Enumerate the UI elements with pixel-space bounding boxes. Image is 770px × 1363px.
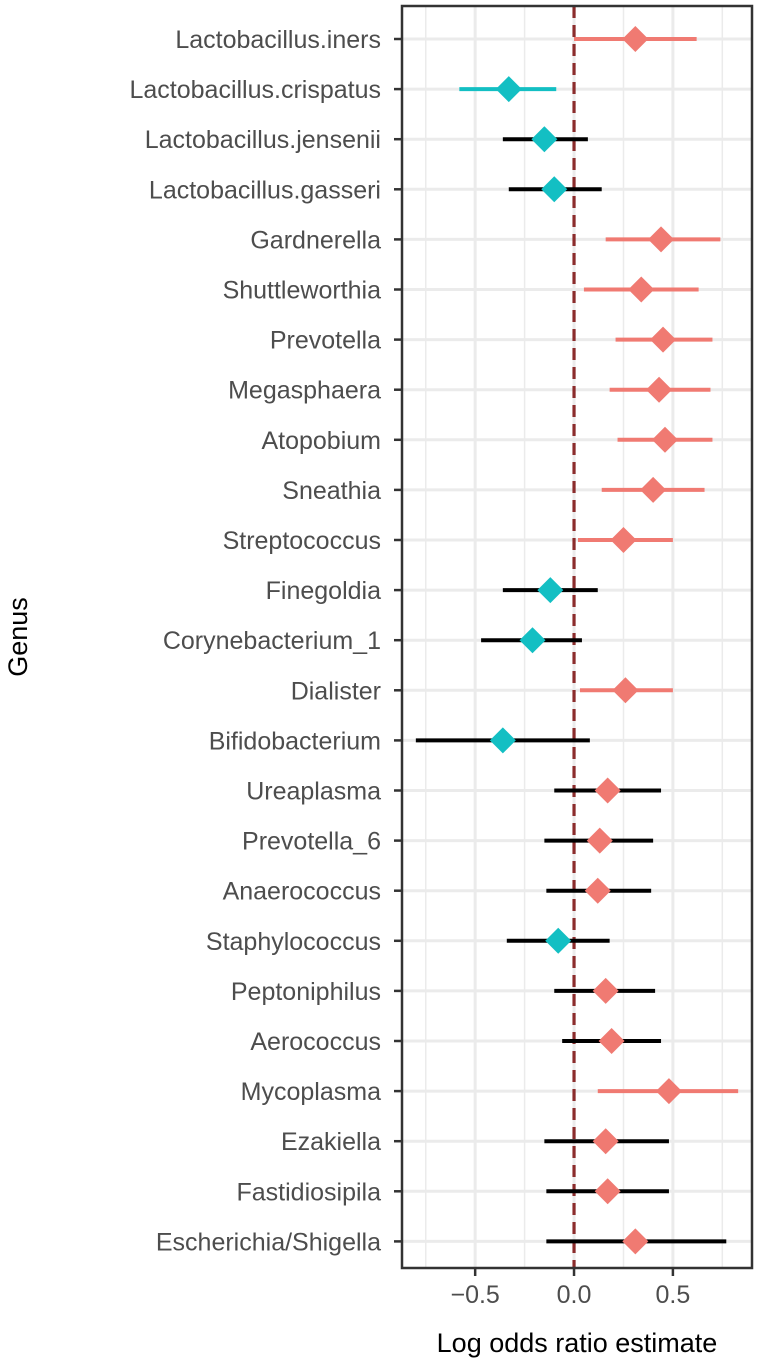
- estimate-diamond: [651, 426, 678, 453]
- x-tick-label: −0.5: [450, 1281, 499, 1309]
- panel-border: [400, 4, 754, 1270]
- genus-label: Prevotella: [270, 327, 381, 355]
- genus-label: Atopobium: [261, 427, 381, 455]
- x-tick-label: 0.0: [557, 1281, 592, 1309]
- estimate-diamond: [531, 126, 558, 153]
- genus-label: Gardnerella: [250, 226, 381, 254]
- estimate-diamond: [648, 226, 675, 253]
- estimate-diamond: [592, 977, 619, 1004]
- estimate-diamond: [650, 326, 677, 353]
- estimate-diamond: [545, 927, 572, 954]
- genus-label: Megasphaera: [228, 377, 381, 405]
- genus-label: Prevotella_6: [242, 828, 381, 856]
- genus-label: Streptococcus: [223, 527, 381, 555]
- estimate-diamond: [537, 577, 564, 604]
- genus-label: Shuttleworthia: [223, 277, 382, 305]
- genus-label: Ureaplasma: [246, 778, 381, 806]
- estimate-diamond: [586, 827, 613, 854]
- y-axis: Lactobacillus.iners Lactobacillus.crispat…: [129, 26, 402, 1256]
- genus-label: Anaerococcus: [223, 878, 381, 906]
- estimate-diamond: [628, 276, 655, 303]
- genus-label: Dialister: [291, 677, 381, 705]
- genus-label: Mycoplasma: [241, 1078, 381, 1106]
- estimate-diamond: [519, 627, 546, 654]
- estimate-diamond: [610, 527, 637, 553]
- genus-label: Lactobacillus.crispatus: [129, 76, 381, 104]
- genus-label: Corynebacterium_1: [163, 627, 381, 655]
- x-axis-title: Log odds ratio estimate: [437, 1328, 718, 1358]
- genus-label: Lactobacillus.gasseri: [149, 176, 381, 204]
- estimate-diamond: [640, 476, 667, 503]
- estimate-diamond: [646, 376, 673, 403]
- genus-label: Peptoniphilus: [231, 978, 381, 1006]
- genus-label: Sneathia: [282, 477, 381, 505]
- estimate-diamond: [655, 1078, 682, 1105]
- estimate-diamond: [584, 877, 611, 904]
- x-axis: −0.5 0.0 0.5: [450, 1268, 690, 1309]
- estimate-diamond: [612, 677, 639, 704]
- genus-label: Escherichia/Shigella: [156, 1228, 381, 1256]
- estimate-diamond: [592, 1128, 619, 1155]
- genus-label: Aerococcus: [250, 1028, 381, 1056]
- genus-label: Fastidiosipila: [236, 1178, 381, 1206]
- x-tick-label: 0.5: [656, 1281, 691, 1309]
- estimate-diamond: [594, 1178, 621, 1205]
- y-axis-title: Genus: [3, 597, 33, 677]
- genus-label: Finegoldia: [266, 577, 381, 605]
- estimate-diamond: [594, 777, 621, 804]
- genus-label: Lactobacillus.jensenii: [145, 126, 381, 154]
- data-marks: [415, 26, 739, 1255]
- estimate-diamond: [489, 727, 516, 754]
- estimate-diamond: [541, 176, 568, 203]
- genus-label: Staphylococcus: [206, 928, 381, 956]
- estimate-diamond: [598, 1028, 625, 1054]
- estimate-diamond: [495, 76, 522, 103]
- genus-label: Bifidobacterium: [209, 727, 381, 755]
- estimate-diamond: [622, 1228, 649, 1255]
- genus-label: Ezakiella: [281, 1128, 381, 1156]
- grid-lines: [402, 6, 752, 1268]
- genus-label: Lactobacillus.iners: [175, 26, 381, 54]
- estimate-diamond: [622, 26, 649, 52]
